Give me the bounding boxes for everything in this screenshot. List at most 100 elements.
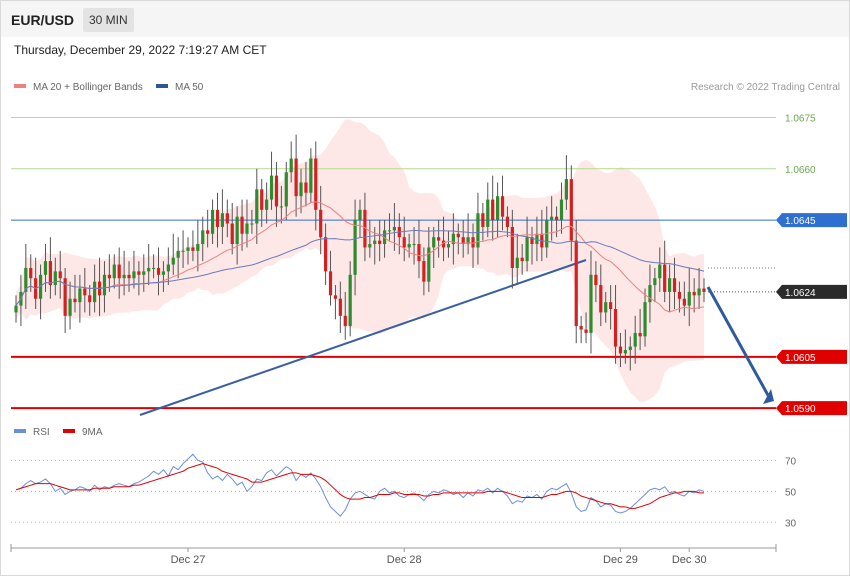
candle-body xyxy=(319,209,323,238)
candle-body xyxy=(38,274,43,299)
ma20-legend-label: MA 20 + Bollinger Bands xyxy=(33,82,143,93)
candle-body xyxy=(127,274,131,279)
instrument-title: EUR/USD xyxy=(11,12,75,28)
candle-body xyxy=(466,237,470,245)
candle-body xyxy=(500,196,505,217)
header-bar: EUR/USD 30 MIN xyxy=(1,1,849,37)
candle-body xyxy=(176,250,180,258)
candle-body xyxy=(584,329,588,333)
candle-body xyxy=(441,240,446,248)
candle-body xyxy=(363,209,367,248)
candle-body xyxy=(328,271,333,296)
level-lines xyxy=(11,117,776,410)
candle-body xyxy=(589,274,593,333)
candle-body xyxy=(73,298,77,303)
candle-body xyxy=(633,332,637,347)
candle-body xyxy=(520,257,524,262)
rsi-ma-legend-label: 9MA xyxy=(82,427,103,438)
candle-body xyxy=(78,288,82,303)
candle-body xyxy=(269,175,274,200)
candle-body xyxy=(265,199,269,210)
candle-body xyxy=(432,237,436,248)
candle-body xyxy=(672,278,677,292)
candle-body xyxy=(692,291,696,296)
candle-body xyxy=(648,285,652,303)
uptrend-line[interactable] xyxy=(139,259,587,416)
candle-body xyxy=(58,271,62,279)
candle-body xyxy=(554,216,559,221)
time-axis-ticks: Dec 27 Dec 28 Dec 29 Dec 30 xyxy=(171,548,707,566)
candle-body xyxy=(594,274,598,286)
candle-body xyxy=(618,346,623,354)
candle-body xyxy=(314,158,318,210)
candle-body xyxy=(496,196,500,221)
candle-body xyxy=(412,244,416,246)
candle-body xyxy=(525,237,529,262)
rsi-tick-label: 30 xyxy=(785,518,797,529)
candle-body xyxy=(240,216,244,234)
candle-body xyxy=(196,244,200,251)
bollinger-band xyxy=(16,119,704,403)
candle-body xyxy=(152,267,156,269)
candle-body xyxy=(299,182,303,197)
candle-body xyxy=(687,291,691,306)
candle-body xyxy=(210,209,215,234)
candle-body xyxy=(663,264,667,292)
candle-body xyxy=(29,267,33,279)
candle-body xyxy=(83,288,87,296)
timeframe-badge[interactable]: 30 MIN xyxy=(83,8,134,32)
candle-body xyxy=(245,223,249,234)
candle-body xyxy=(304,182,308,193)
candle-body xyxy=(186,247,190,251)
candle-body xyxy=(147,267,151,272)
candle-body xyxy=(235,216,239,245)
candle-body xyxy=(402,237,406,248)
candle-body xyxy=(324,237,328,272)
candle-body xyxy=(14,305,18,313)
time-tick-label: Dec 28 xyxy=(387,554,422,566)
candle-body xyxy=(348,274,352,327)
candle-body xyxy=(117,264,121,279)
candle-body xyxy=(338,298,342,316)
candle-body xyxy=(427,247,431,282)
candle-body xyxy=(697,288,701,296)
candle-body xyxy=(392,226,396,231)
ma50-legend-label: MA 50 xyxy=(175,82,204,93)
candle-body xyxy=(609,302,613,309)
candle-body xyxy=(353,220,357,275)
level-label-1.0645: 1.0645 xyxy=(785,216,816,227)
candle-body xyxy=(343,315,347,327)
rsi-panel: 70 50 30 xyxy=(11,453,797,529)
candle-body xyxy=(250,223,254,225)
candle-body xyxy=(225,213,229,224)
level-label-1.0675: 1.0675 xyxy=(785,114,816,125)
candle-body xyxy=(550,216,554,221)
level-tag-1.0645 xyxy=(776,213,847,228)
candle-body xyxy=(107,274,111,279)
level-label-1.0605: 1.0605 xyxy=(785,353,816,364)
candle-body xyxy=(191,247,195,251)
level-labels: 1.0675 1.0660 1.0645 1.0624 1.0605 1.0590 xyxy=(776,114,847,416)
candle-body xyxy=(142,271,146,275)
candle-body xyxy=(535,233,539,245)
rsi-legend-label: RSI xyxy=(33,427,50,438)
candle-body xyxy=(102,274,107,296)
candle-body xyxy=(274,175,279,207)
bollinger-band-area xyxy=(16,119,704,403)
candle-body xyxy=(530,237,534,245)
candle-body xyxy=(559,199,564,221)
trendline-group xyxy=(139,259,774,416)
candle-body xyxy=(358,209,362,221)
candle-body xyxy=(505,216,510,227)
candle-body xyxy=(68,298,72,316)
candle-body xyxy=(638,332,642,337)
time-tick-label: Dec 30 xyxy=(672,554,707,566)
candle-body xyxy=(48,261,52,286)
candle-body xyxy=(166,264,170,272)
candle-body xyxy=(137,271,141,275)
candle-body xyxy=(43,261,48,275)
candle-body xyxy=(668,278,672,292)
candle-body xyxy=(677,291,682,299)
ma20-legend-swatch xyxy=(14,84,26,88)
candle-body xyxy=(486,199,490,227)
